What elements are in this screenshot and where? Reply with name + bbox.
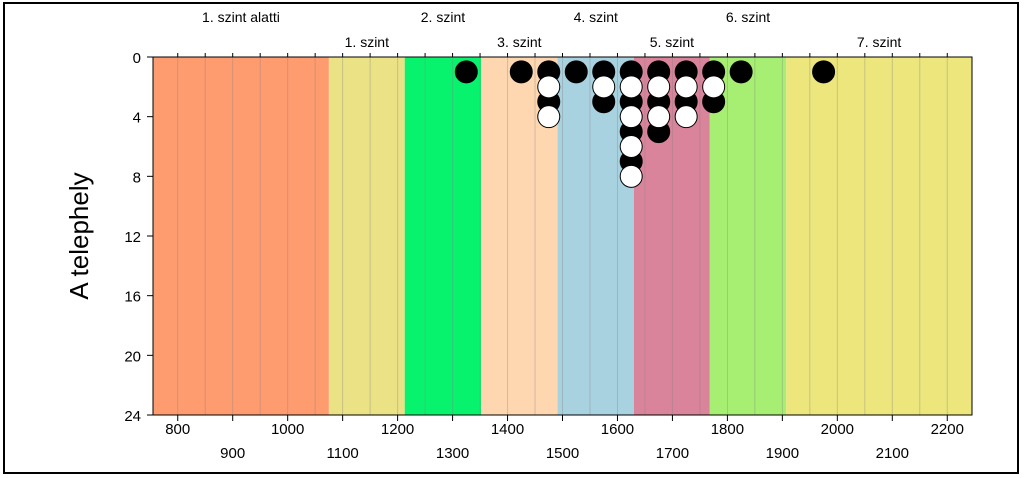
level-label-3-szint: 3. szint xyxy=(497,34,541,50)
y-tick-label: 0 xyxy=(133,50,141,67)
filled-data-point xyxy=(729,60,753,84)
y-axis-label: A telephely xyxy=(64,172,94,299)
x-tick-label: 1800 xyxy=(711,421,744,438)
x-tick-label: 1000 xyxy=(271,421,304,438)
x-tick-label: 1100 xyxy=(327,445,359,462)
y-tick-label: 20 xyxy=(124,348,141,365)
x-tick-label: 1700 xyxy=(656,445,689,462)
band-2-szint xyxy=(404,57,482,415)
x-tick-label: 1600 xyxy=(601,421,634,438)
x-tick-label: 900 xyxy=(220,445,245,462)
hollow-data-point xyxy=(647,75,671,99)
level-label-4-szint: 4. szint xyxy=(574,9,618,25)
y-tick-label: 12 xyxy=(124,229,141,246)
filled-data-point xyxy=(812,60,836,84)
x-tick-label: 1200 xyxy=(381,421,414,438)
hollow-data-point xyxy=(674,75,698,99)
hollow-data-point xyxy=(619,105,643,129)
hollow-data-point xyxy=(702,75,726,99)
hollow-data-point xyxy=(619,164,643,188)
filled-data-point xyxy=(564,60,588,84)
level-label-1-szint-alatti: 1. szint alatti xyxy=(202,9,280,25)
y-tick-label: 8 xyxy=(133,169,141,186)
hollow-data-point xyxy=(592,75,616,99)
band-1-szint xyxy=(328,57,405,415)
hollow-data-point xyxy=(537,105,561,129)
y-tick-label: 16 xyxy=(124,289,141,306)
x-tick-label: 2100 xyxy=(876,445,909,462)
x-tick-label: 1500 xyxy=(546,445,579,462)
y-tick-label: 4 xyxy=(133,110,141,127)
band-1-szint-alatti xyxy=(153,57,329,415)
filled-data-point xyxy=(509,60,533,84)
x-tick-label: 1300 xyxy=(436,445,469,462)
level-label-1-szint: 1. szint xyxy=(345,34,389,50)
band-6-szint xyxy=(709,57,787,415)
x-tick-label: 1400 xyxy=(491,421,524,438)
hollow-data-point xyxy=(647,105,671,129)
y-tick-label: 24 xyxy=(124,408,141,425)
band-7-szint xyxy=(786,57,972,415)
hollow-data-point xyxy=(619,135,643,158)
hollow-data-point xyxy=(619,75,643,99)
x-tick-label: 2000 xyxy=(821,421,854,438)
filled-data-point xyxy=(454,60,478,84)
x-tick-label: 800 xyxy=(165,421,190,438)
x-tick-label: 2200 xyxy=(931,421,964,438)
level-label-7-szint: 7. szint xyxy=(857,34,901,50)
hollow-data-point xyxy=(537,75,561,99)
level-label-2-szint: 2. szint xyxy=(421,9,465,25)
level-label-6-szint: 6. szint xyxy=(726,9,770,25)
level-label-5-szint: 5. szint xyxy=(650,34,694,50)
x-tick-label: 1900 xyxy=(766,445,799,462)
hollow-data-point xyxy=(674,105,698,129)
